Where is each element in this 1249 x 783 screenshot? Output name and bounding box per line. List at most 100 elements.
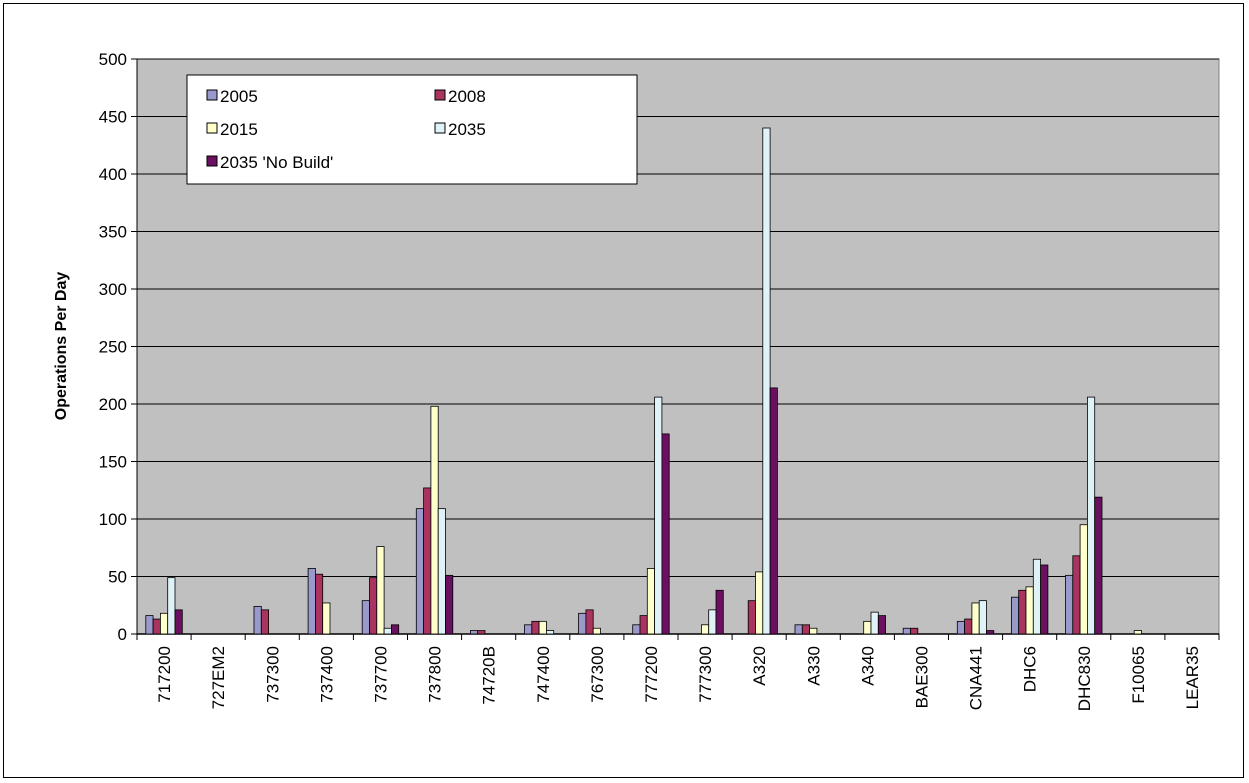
bar xyxy=(978,600,987,635)
x-tick-label: 737300 xyxy=(263,646,282,703)
bar xyxy=(971,602,980,635)
legend: 2005 2008 2015 2035 2035 'No Build' xyxy=(186,74,638,185)
x-tick-label: 777200 xyxy=(642,646,661,703)
x-tick-label: 767300 xyxy=(588,646,607,703)
x-tick-label: 737800 xyxy=(426,646,445,703)
bar xyxy=(390,624,400,635)
bar xyxy=(870,611,879,635)
bar xyxy=(383,627,392,635)
bar xyxy=(755,571,764,635)
bar xyxy=(415,508,424,635)
bar xyxy=(632,624,641,635)
bar xyxy=(1018,589,1027,635)
legend-swatch xyxy=(206,155,218,167)
y-tick-label: 200 xyxy=(99,395,127,414)
bar xyxy=(531,620,540,635)
bar xyxy=(430,405,439,635)
bar xyxy=(701,624,710,635)
legend-swatch xyxy=(206,122,218,134)
bar xyxy=(1079,524,1088,635)
x-axis: 717200 727EM2 737300 737400 737700 737800 7472… xyxy=(136,633,1220,711)
bar xyxy=(159,612,169,635)
bar xyxy=(1040,564,1049,635)
legend-swatch xyxy=(434,122,446,134)
x-tick-label: A330 xyxy=(804,646,823,686)
bar xyxy=(1025,586,1034,635)
bar xyxy=(437,508,446,635)
legend-box xyxy=(186,74,638,185)
x-tick-label: 74720B xyxy=(480,646,499,705)
x-tick-label: 737400 xyxy=(317,646,336,703)
bar xyxy=(445,574,454,635)
x-tick-label: DHC6 xyxy=(1021,646,1040,692)
bar xyxy=(654,396,663,635)
y-tick-label: 150 xyxy=(99,453,127,472)
x-tick-label: 777300 xyxy=(696,646,715,703)
y-tick-label: 50 xyxy=(108,568,127,587)
legend-label: 2015 xyxy=(220,120,258,139)
bar xyxy=(747,600,756,635)
bar xyxy=(1133,630,1142,635)
bar xyxy=(863,620,872,635)
bar xyxy=(708,609,717,635)
y-axis-label: Operations Per Day xyxy=(53,272,70,421)
y-tick-label: 450 xyxy=(99,108,127,127)
grid-lines xyxy=(137,58,1219,577)
x-tick-label: A320 xyxy=(750,646,769,686)
x-tick-label: BAE300 xyxy=(912,646,931,708)
x-tick-label: 727EM2 xyxy=(209,646,228,709)
bar xyxy=(322,602,331,635)
bar xyxy=(524,624,533,635)
x-tick-label: F10065 xyxy=(1129,646,1148,704)
bar xyxy=(1011,596,1020,635)
x-tick-label: 737700 xyxy=(371,646,390,703)
bar xyxy=(423,487,432,635)
bar xyxy=(546,630,555,635)
bar xyxy=(376,546,385,635)
legend-label: 2035 xyxy=(448,120,486,139)
bar xyxy=(314,573,324,635)
legend-label: 2005 xyxy=(220,87,258,106)
y-axis: 0 50 100 150 200 250 300 350 400 450 500 xyxy=(99,50,138,644)
legend-label: 2035 'No Build' xyxy=(220,153,333,172)
x-tick-label: 747400 xyxy=(534,646,553,703)
bar xyxy=(469,630,479,635)
bar xyxy=(260,609,269,635)
x-tick-label: 717200 xyxy=(155,646,174,703)
bar xyxy=(661,433,670,635)
y-tick-label: 350 xyxy=(99,223,127,242)
bar xyxy=(578,612,587,635)
bar xyxy=(1065,574,1074,635)
y-tick-label: 100 xyxy=(99,510,127,529)
bar xyxy=(477,630,486,635)
y-tick-label: 300 xyxy=(99,280,127,299)
bar xyxy=(964,618,973,635)
bar xyxy=(794,624,803,635)
x-tick-label: A340 xyxy=(858,646,877,686)
x-tick-label: LEAR35 xyxy=(1183,646,1202,709)
bar xyxy=(538,620,547,635)
bar xyxy=(1087,396,1096,635)
bar xyxy=(877,615,886,635)
bar xyxy=(1094,496,1103,635)
x-tick-label: DHC830 xyxy=(1075,646,1094,711)
bar xyxy=(762,127,771,635)
bar xyxy=(307,568,316,635)
bar xyxy=(986,630,995,635)
legend-swatch xyxy=(206,89,218,101)
bar xyxy=(369,577,378,635)
bar xyxy=(639,615,648,635)
bar xyxy=(956,620,965,635)
legend-label: 2008 xyxy=(448,87,486,106)
bar xyxy=(585,609,594,635)
bars xyxy=(145,127,1142,635)
bar xyxy=(174,609,183,635)
bar xyxy=(902,627,911,635)
bar xyxy=(1032,558,1042,635)
bar xyxy=(361,600,370,635)
bar xyxy=(809,627,818,635)
bar xyxy=(167,577,176,635)
legend-swatch xyxy=(434,89,446,101)
y-tick-label: 0 xyxy=(118,625,127,644)
